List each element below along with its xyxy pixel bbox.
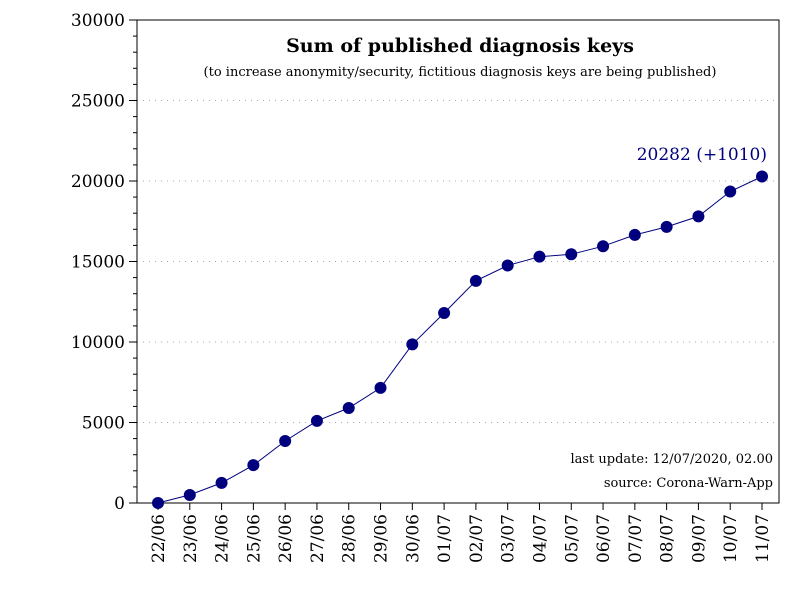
y-tick-label: 0 — [114, 494, 125, 514]
last-update-note: last update: 12/07/2020, 02.00 — [570, 452, 773, 467]
x-tick-label: 06/07 — [594, 514, 614, 563]
x-tick-label: 24/06 — [213, 514, 233, 563]
data-point — [438, 307, 451, 320]
data-point — [692, 210, 705, 223]
y-tick-label: 25000 — [71, 92, 125, 112]
data-point — [660, 220, 673, 233]
data-point — [247, 459, 260, 472]
x-tick-label: 08/07 — [658, 514, 678, 563]
y-tick-label: 10000 — [71, 333, 125, 353]
data-point — [279, 435, 292, 448]
data-point — [215, 476, 228, 489]
data-point — [183, 488, 196, 501]
x-tick-label: 10/07 — [721, 514, 741, 563]
x-tick-label: 29/06 — [372, 514, 392, 563]
y-tick-label: 5000 — [82, 414, 125, 434]
x-tick-label: 30/06 — [403, 514, 423, 563]
data-point — [469, 274, 482, 287]
data-series — [152, 170, 768, 509]
data-point — [501, 259, 514, 272]
x-tick-label: 01/07 — [435, 514, 455, 563]
x-tick-label: 02/07 — [467, 514, 487, 563]
x-tick-label: 09/07 — [689, 514, 709, 563]
data-point — [565, 248, 578, 261]
data-point — [533, 250, 546, 263]
x-tick-label: 07/07 — [626, 514, 646, 563]
x-tick-label: 11/07 — [753, 514, 773, 563]
chart-subtitle: (to increase anonymity/security, fictiti… — [204, 65, 717, 80]
data-point — [374, 381, 387, 394]
x-tick-label: 05/07 — [562, 514, 582, 563]
last-value-annotation: 20282 (+1010) — [637, 145, 767, 165]
x-tick-label: 25/06 — [244, 514, 264, 563]
source-note: source: Corona-Warn-App — [604, 476, 773, 491]
chart-title: Sum of published diagnosis keys — [286, 35, 634, 57]
x-tick-label: 04/07 — [530, 514, 550, 563]
data-point — [597, 240, 610, 253]
x-tick-label: 03/07 — [499, 514, 519, 563]
y-tick-label: 20000 — [71, 172, 125, 192]
x-tick-label: 27/06 — [308, 514, 328, 563]
axes: 0 5000 10000 15000 20000 25000 30000 22/06 23/06… — [71, 11, 780, 563]
y-tick-label: 15000 — [71, 253, 125, 273]
x-tick-label: 22/06 — [149, 514, 169, 563]
data-point — [342, 402, 355, 415]
x-tick-label: 23/06 — [181, 514, 201, 563]
data-point — [152, 497, 164, 509]
y-tick-label: 30000 — [71, 11, 125, 31]
data-point — [628, 228, 641, 241]
chart-text: Sum of published diagnosis keys (to incr… — [204, 35, 773, 491]
data-point — [310, 414, 323, 427]
x-tick-label: 26/06 — [276, 514, 296, 563]
data-point — [756, 170, 768, 183]
data-point — [406, 338, 419, 351]
data-point — [724, 185, 737, 198]
x-tick-label: 28/06 — [340, 514, 360, 563]
